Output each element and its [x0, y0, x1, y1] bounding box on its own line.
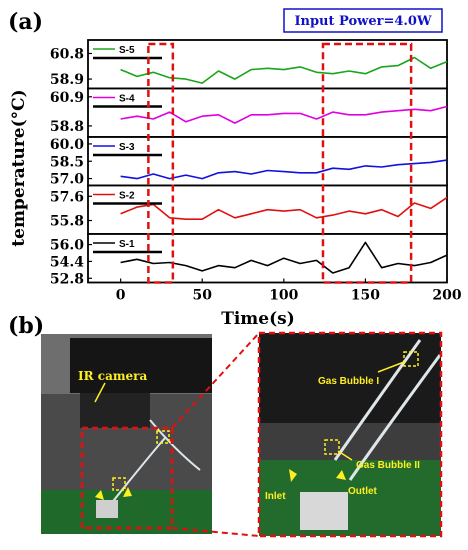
subplot-frame	[87, 136, 448, 187]
x-tick-label: 150	[351, 288, 380, 304]
y-tick-label: 52.8	[50, 271, 84, 287]
legend-label: S-4	[119, 94, 135, 105]
ir-camera-lens	[80, 393, 150, 428]
y-tick-label: 55.8	[50, 214, 84, 230]
y-tick-label: 57.6	[50, 189, 84, 205]
y-tick-label: 58.8	[50, 119, 84, 135]
bubble-box-1	[403, 351, 419, 367]
highlight-window-1	[147, 42, 175, 284]
bubble-box-2	[324, 439, 340, 455]
y-tick-label: 60.9	[50, 90, 84, 106]
subplot-S-2: 57.6 55.8 S-2	[50, 184, 448, 235]
legend-S-2: S-2	[93, 191, 162, 205]
y-axis-label: temperature(°C)	[9, 89, 29, 246]
x-tick-label: 100	[269, 288, 298, 304]
x-tick-label: 200	[432, 288, 461, 304]
subplot-S-1: 56.054.452.8 S-1	[50, 233, 448, 287]
series-line-S-4	[120, 105, 448, 124]
subplot-frame	[87, 39, 448, 90]
y-tick-label: 58.5	[50, 154, 84, 170]
x-tick-label: 50	[192, 288, 212, 304]
gas-bubble-2-label: Gas Bubble II	[356, 460, 420, 471]
series-line-S-3	[120, 159, 448, 180]
bubble-1-pointer	[377, 361, 405, 373]
circuit-board-zoomed	[259, 460, 441, 536]
subplot-frame	[87, 87, 448, 138]
legend-S-4: S-4	[93, 94, 162, 108]
series-line-S-1	[120, 241, 448, 274]
arrow-left-1	[95, 490, 104, 500]
series-line-S-5	[120, 56, 448, 84]
legend-label: S-5	[119, 45, 135, 56]
bubble-box-left-2	[112, 477, 126, 491]
panel-a-label: (a)	[8, 9, 43, 35]
legend-S-1: S-1	[93, 239, 162, 254]
subplot-S-5: 60.8 58.9 S-5	[50, 39, 448, 90]
inlet-label: Inlet	[265, 491, 286, 502]
y-tick-label: 58.9	[50, 72, 84, 88]
ir-camera-pointer	[94, 382, 106, 403]
subplot-S-3: 60.058.5 57.0 S-3	[50, 136, 448, 188]
x-axis-label: Time(s)	[221, 309, 295, 329]
bubble-box-left-1	[156, 430, 170, 444]
legend-label: S-2	[119, 191, 135, 202]
legend-label: S-1	[119, 239, 135, 250]
input-power-label: Input Power=4.0W	[294, 14, 432, 29]
camera-zoomed	[259, 333, 441, 423]
zoom-connector-bottom	[171, 527, 260, 537]
input-power-box: Input Power=4.0W	[283, 8, 443, 33]
zoom-frame	[257, 331, 443, 538]
chip-device	[96, 500, 118, 518]
y-tick-label: 60.8	[50, 46, 84, 62]
legend-label: S-3	[119, 142, 135, 153]
circuit-board	[41, 490, 212, 534]
x-tick-label: 0	[116, 288, 126, 304]
y-tick-label: 60.0	[50, 137, 84, 153]
panel-b-label: (b)	[8, 313, 44, 339]
arrow-left-2	[123, 487, 132, 497]
gas-bubble-1-label: Gas Bubble I	[318, 376, 379, 387]
subplot-frame	[87, 233, 448, 284]
ir-camera-label: IR camera	[78, 369, 148, 383]
y-tick-label: 54.4	[50, 254, 84, 270]
subplot-S-4: 60.9 58.8 S-4	[50, 87, 448, 138]
bubble-2-pointer	[337, 450, 353, 461]
outlet-label: Outlet	[348, 486, 378, 497]
ir-camera-body	[70, 338, 212, 393]
y-tick-label: 57.0	[50, 172, 84, 188]
chip-zoomed	[300, 492, 348, 530]
x-ticks: 0 50 100 150 200	[116, 278, 462, 304]
legend-S-5: S-5	[93, 45, 162, 60]
outlet-arrow	[336, 470, 346, 480]
zoom-region	[80, 426, 174, 530]
series-line-S-2	[120, 196, 448, 220]
legend-S-3: S-3	[93, 142, 162, 157]
highlight-windows	[147, 42, 413, 284]
subplots: 60.8 58.9 S-5 60.9 58.8 S-4 60.058.5 57.0 S-3 57.…	[50, 39, 448, 287]
y-tick-label: 56.0	[50, 238, 84, 254]
left-photo: IR camera	[41, 334, 212, 534]
right-photo: Gas Bubble I Gas Bubble II Inlet Outlet	[257, 331, 443, 538]
zoom-connector-top	[171, 332, 260, 429]
highlight-window-2	[321, 42, 413, 284]
inlet-arrow	[289, 469, 297, 482]
